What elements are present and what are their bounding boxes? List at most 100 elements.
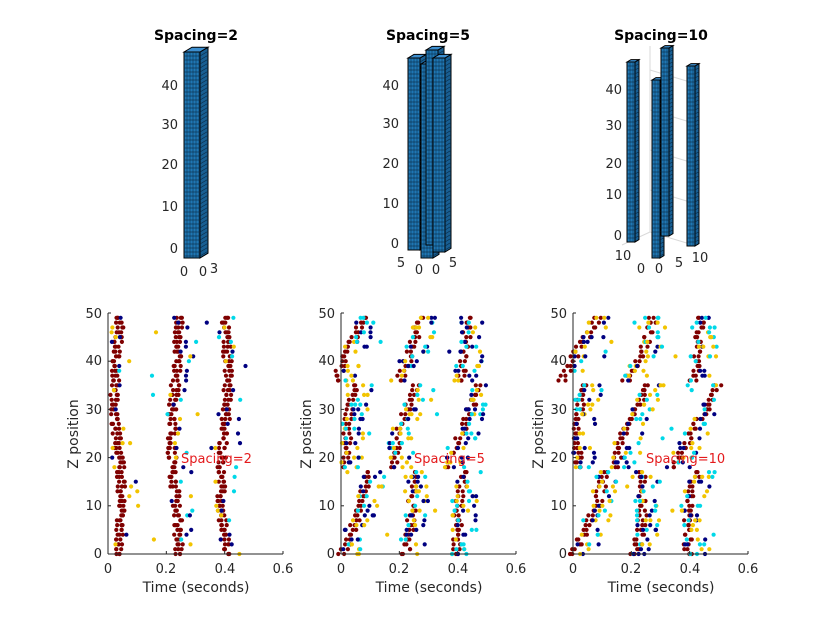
spike-point — [670, 508, 675, 513]
spike-point — [682, 523, 687, 528]
spike-point — [429, 320, 434, 325]
spike-point — [695, 335, 700, 340]
spike-point — [372, 474, 378, 479]
spike-point — [114, 527, 119, 533]
spike-point — [573, 431, 578, 436]
spike-point — [401, 368, 406, 373]
spike-point — [710, 474, 715, 479]
spike-point — [694, 527, 700, 533]
spike-point — [470, 330, 475, 335]
spike-point — [483, 402, 488, 407]
spike-point — [407, 455, 412, 460]
spike-point — [172, 416, 177, 422]
spike-point — [119, 474, 124, 479]
spacing-annotation: Spacing=5 — [414, 452, 485, 467]
spike-point — [209, 445, 214, 451]
spike-point — [409, 402, 414, 407]
spike-point — [451, 547, 456, 552]
spike-point — [362, 503, 367, 508]
spike-point — [189, 470, 194, 475]
spike-point — [114, 383, 119, 388]
spike-point — [702, 542, 707, 547]
spike-point — [168, 397, 173, 402]
spike-point — [588, 407, 593, 412]
spike-point — [165, 412, 170, 417]
spike-point — [598, 470, 603, 475]
spike-point — [470, 388, 475, 393]
spike-point — [600, 503, 605, 508]
spike-point — [216, 450, 221, 455]
spike-point — [452, 508, 457, 513]
spike-point — [574, 421, 579, 426]
spike-point — [183, 344, 188, 349]
spike-point — [638, 436, 643, 441]
spike-point — [703, 315, 708, 320]
base-tick: 5 — [449, 256, 457, 271]
spike-point — [467, 489, 473, 494]
spike-point — [395, 373, 400, 378]
panel-scatter-3-ticks — [572, 312, 749, 555]
spike-point — [344, 407, 349, 412]
spike-point — [429, 397, 434, 402]
spike-point — [174, 373, 179, 378]
spike-point — [456, 518, 461, 523]
spike-point — [224, 431, 230, 436]
spike-point — [638, 344, 643, 349]
spike-point — [623, 450, 628, 455]
spike-point — [474, 344, 479, 349]
spike-point — [412, 392, 417, 397]
spike-point — [461, 474, 466, 479]
spike-point — [685, 383, 690, 388]
spike-point — [117, 335, 122, 340]
spike-point — [418, 412, 423, 417]
spike-point — [702, 407, 707, 412]
voxel-column — [685, 62, 701, 247]
y-tick-label: 50 — [550, 307, 567, 322]
spike-point — [582, 445, 587, 451]
spike-point — [117, 455, 122, 460]
spike-point — [416, 474, 421, 479]
spike-point — [361, 489, 366, 494]
spike-point — [647, 392, 653, 397]
spike-point — [349, 537, 354, 542]
spike-point — [361, 383, 366, 388]
spike-point — [118, 489, 123, 494]
spike-point — [183, 339, 188, 344]
spike-point — [653, 388, 658, 393]
spike-point — [580, 397, 585, 402]
spike-point — [465, 508, 471, 513]
spike-point — [231, 489, 237, 494]
spike-point — [361, 330, 366, 335]
spike-point — [173, 503, 178, 508]
spike-point — [407, 412, 412, 417]
spike-point — [188, 542, 193, 547]
spike-point — [641, 489, 646, 494]
spike-point — [575, 542, 580, 547]
spike-point — [577, 431, 582, 436]
spike-point — [122, 508, 127, 513]
spike-point — [637, 392, 642, 397]
z-tick: 20 — [161, 158, 178, 173]
spike-point — [450, 498, 455, 504]
x-tick-label: 0.6 — [738, 562, 759, 577]
spike-point — [460, 460, 465, 465]
z-tick: 30 — [382, 117, 399, 132]
spike-point — [365, 392, 370, 397]
spike-point — [113, 407, 118, 412]
spike-point — [410, 508, 415, 513]
spike-point — [638, 416, 643, 422]
spike-point — [178, 349, 183, 354]
spike-point — [472, 503, 477, 508]
spike-point — [455, 494, 460, 499]
spike-point — [172, 363, 177, 369]
panel-3d-3-title: Spacing=10 — [614, 28, 708, 44]
spike-point — [612, 489, 618, 494]
spike-point — [681, 455, 686, 460]
spike-point — [424, 494, 429, 499]
spike-point — [350, 527, 355, 533]
spike-point — [362, 344, 367, 349]
base-tick: 0 — [199, 265, 207, 280]
spike-point — [216, 335, 222, 340]
spike-point — [222, 547, 227, 552]
